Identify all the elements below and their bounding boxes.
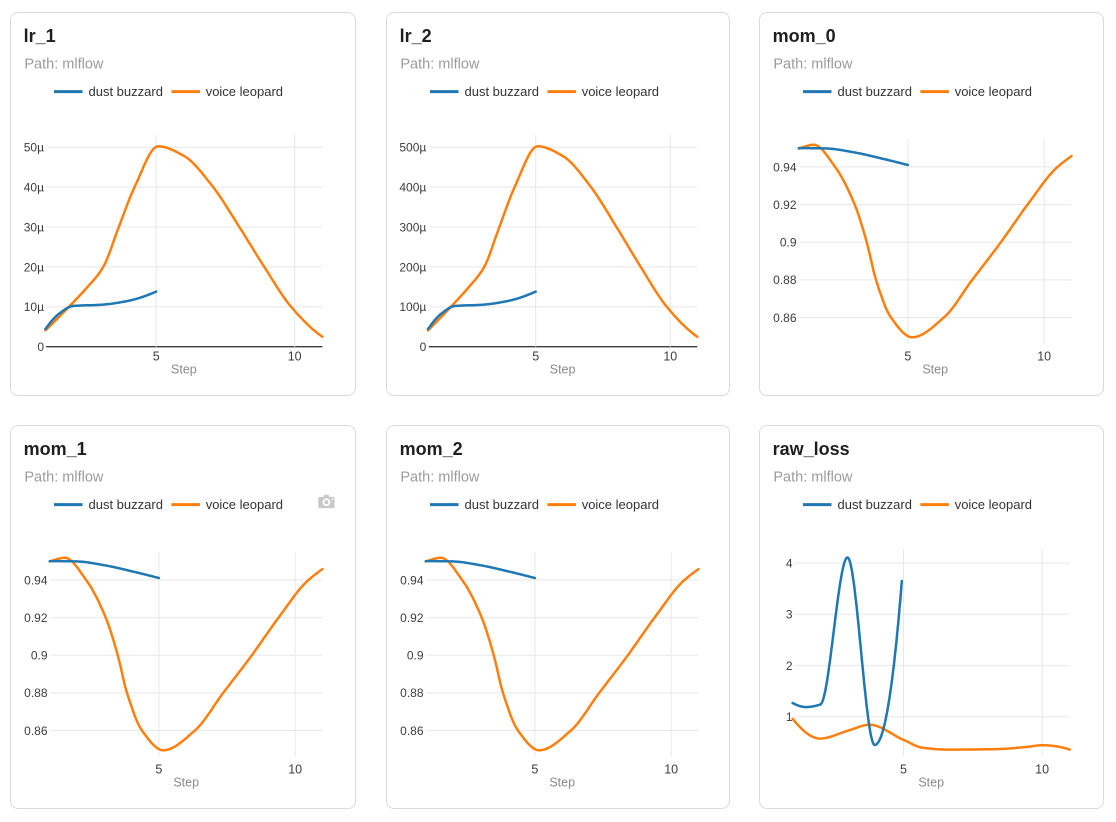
svg-text:voice leopard: voice leopard	[206, 497, 283, 512]
svg-text:Path: mlflow: Path: mlflow	[400, 57, 479, 73]
svg-text:Step: Step	[173, 775, 199, 789]
svg-text:Path: mlflow: Path: mlflow	[400, 470, 479, 486]
svg-text:3: 3	[785, 608, 792, 622]
svg-text:10µ: 10µ	[24, 300, 44, 314]
svg-text:100µ: 100µ	[399, 300, 426, 314]
svg-text:Step: Step	[550, 362, 576, 376]
svg-text:0.9: 0.9	[779, 236, 796, 250]
svg-text:5: 5	[153, 349, 160, 363]
svg-text:mom_1: mom_1	[24, 439, 87, 459]
svg-text:Path: mlflow: Path: mlflow	[773, 470, 852, 486]
svg-text:1: 1	[785, 710, 792, 724]
svg-text:voice leopard: voice leopard	[954, 84, 1031, 99]
svg-text:voice leopard: voice leopard	[582, 84, 659, 99]
svg-text:10: 10	[288, 349, 302, 363]
svg-text:10: 10	[1037, 349, 1051, 363]
svg-text:dust buzzard: dust buzzard	[465, 497, 539, 512]
svg-text:300µ: 300µ	[399, 220, 426, 234]
svg-text:20µ: 20µ	[24, 260, 44, 274]
svg-text:10: 10	[288, 762, 302, 776]
svg-text:0.88: 0.88	[773, 273, 797, 287]
svg-text:0.88: 0.88	[24, 686, 48, 700]
svg-text:5: 5	[532, 349, 539, 363]
svg-text:lr_2: lr_2	[400, 26, 432, 46]
svg-text:Step: Step	[171, 362, 197, 376]
svg-text:0.88: 0.88	[400, 686, 424, 700]
svg-text:voice leopard: voice leopard	[206, 84, 283, 99]
svg-text:5: 5	[155, 762, 162, 776]
svg-text:dust buzzard: dust buzzard	[89, 497, 163, 512]
svg-text:0.94: 0.94	[773, 160, 797, 174]
svg-text:0.86: 0.86	[773, 311, 797, 325]
svg-text:50µ: 50µ	[24, 141, 44, 155]
svg-text:5: 5	[904, 349, 911, 363]
svg-text:10: 10	[1035, 762, 1049, 776]
svg-text:40µ: 40µ	[24, 181, 44, 195]
svg-text:dust buzzard: dust buzzard	[837, 84, 911, 99]
svg-text:dust buzzard: dust buzzard	[837, 497, 911, 512]
svg-text:0.92: 0.92	[400, 611, 424, 625]
svg-text:30µ: 30µ	[24, 220, 44, 234]
svg-text:400µ: 400µ	[399, 181, 426, 195]
svg-text:mom_0: mom_0	[772, 26, 835, 46]
svg-text:5: 5	[900, 762, 907, 776]
svg-text:0.9: 0.9	[31, 649, 48, 663]
svg-text:Step: Step	[922, 362, 948, 376]
svg-text:lr_1: lr_1	[24, 26, 56, 46]
svg-text:10: 10	[663, 349, 677, 363]
svg-text:raw_loss: raw_loss	[772, 439, 849, 459]
svg-text:voice leopard: voice leopard	[954, 497, 1031, 512]
svg-text:Path: mlflow: Path: mlflow	[773, 57, 852, 73]
svg-text:0.94: 0.94	[24, 573, 48, 587]
svg-text:voice leopard: voice leopard	[582, 497, 659, 512]
svg-text:Path: mlflow: Path: mlflow	[24, 57, 103, 73]
svg-text:Step: Step	[549, 775, 575, 789]
svg-text:0.9: 0.9	[407, 649, 424, 663]
svg-text:4: 4	[785, 557, 792, 571]
svg-text:0.94: 0.94	[400, 573, 424, 587]
svg-text:0.92: 0.92	[773, 198, 797, 212]
svg-text:mom_2: mom_2	[400, 439, 463, 459]
svg-text:0.92: 0.92	[24, 611, 48, 625]
svg-text:dust buzzard: dust buzzard	[89, 84, 163, 99]
svg-text:dust buzzard: dust buzzard	[465, 84, 539, 99]
svg-text:5: 5	[531, 762, 538, 776]
svg-text:0.86: 0.86	[24, 724, 48, 738]
svg-text:0: 0	[420, 340, 427, 354]
svg-text:2: 2	[785, 659, 792, 673]
svg-text:0.86: 0.86	[400, 724, 424, 738]
svg-text:200µ: 200µ	[399, 260, 426, 274]
svg-text:500µ: 500µ	[399, 141, 426, 155]
svg-text:0: 0	[37, 340, 44, 354]
svg-text:Path: mlflow: Path: mlflow	[24, 470, 103, 486]
svg-text:10: 10	[664, 762, 678, 776]
svg-text:Step: Step	[918, 775, 944, 789]
